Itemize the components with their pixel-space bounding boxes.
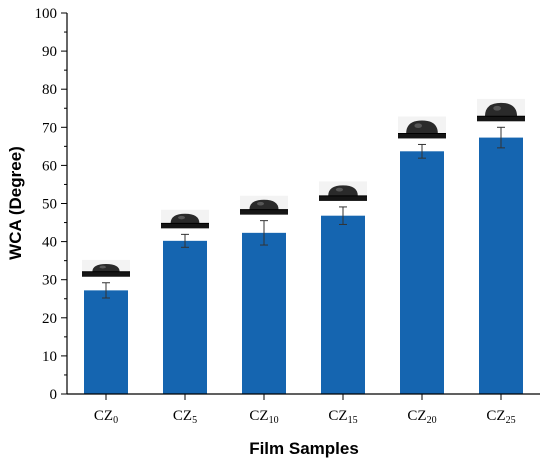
bars-layer (84, 137, 523, 394)
y-tick-label: 90 (42, 44, 57, 60)
y-tick-label: 10 (42, 349, 57, 365)
bar (242, 232, 286, 394)
bar (400, 151, 444, 394)
x-tick-label: CZ0 (94, 408, 118, 426)
x-tick-label: CZ5 (173, 408, 197, 426)
x-ticks-layer: CZ0 CZ5 CZ10 CZ15 CZ20 CZ25 (94, 394, 516, 426)
x-tick-label: CZ25 (486, 408, 515, 426)
y-tick-label: 0 (50, 387, 58, 403)
y-ticks-layer: 0 10 20 30 40 50 60 70 80 90 100 (35, 6, 67, 403)
x-tick-label: CZ20 (407, 408, 436, 426)
water-droplet-25 (477, 98, 525, 122)
axes-layer (66, 13, 540, 395)
y-axis-title: WCA (Degree) (6, 146, 25, 260)
bar (84, 290, 128, 394)
y-tick-label: 80 (42, 82, 57, 98)
water-droplet-15 (319, 181, 367, 201)
bar (163, 240, 207, 394)
error-bars-layer (102, 126, 505, 299)
bar (479, 137, 523, 394)
x-axis-title: Film Samples (249, 439, 359, 458)
water-droplet-20 (398, 116, 446, 139)
water-droplet-0 (82, 259, 130, 277)
y-tick-label: 30 (42, 273, 57, 289)
droplets-layer (82, 98, 525, 277)
y-tick-label: 100 (35, 6, 58, 22)
y-tick-label: 50 (42, 197, 57, 213)
x-tick-label: CZ10 (249, 408, 278, 426)
water-droplet-10 (240, 195, 288, 215)
x-tick-label: CZ15 (328, 408, 357, 426)
y-tick-label: 40 (42, 235, 57, 251)
bar (321, 215, 365, 394)
water-droplet-5 (161, 209, 209, 229)
y-tick-label: 60 (42, 158, 57, 174)
y-tick-label: 20 (42, 311, 57, 327)
y-tick-label: 70 (42, 120, 57, 136)
